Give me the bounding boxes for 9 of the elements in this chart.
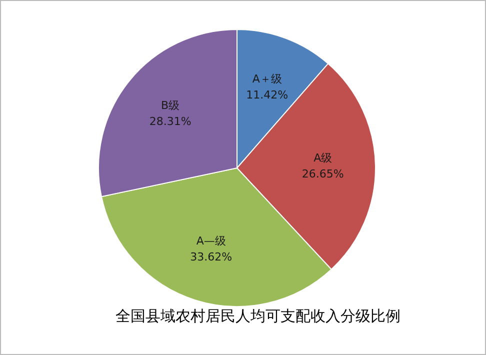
slice-label: A＋级: [252, 72, 282, 86]
data-label: 28.31%: [149, 114, 192, 128]
data-label: 26.65%: [302, 167, 344, 180]
slice-label: A级: [314, 151, 332, 164]
data-label: 33.62%: [190, 250, 232, 264]
slice-label: A—级: [196, 234, 226, 248]
data-label: 11.42%: [246, 88, 288, 102]
slice-label: B级: [161, 98, 180, 112]
text: 全国县域农村居民人均可支配收入分级比例: [114, 307, 402, 326]
